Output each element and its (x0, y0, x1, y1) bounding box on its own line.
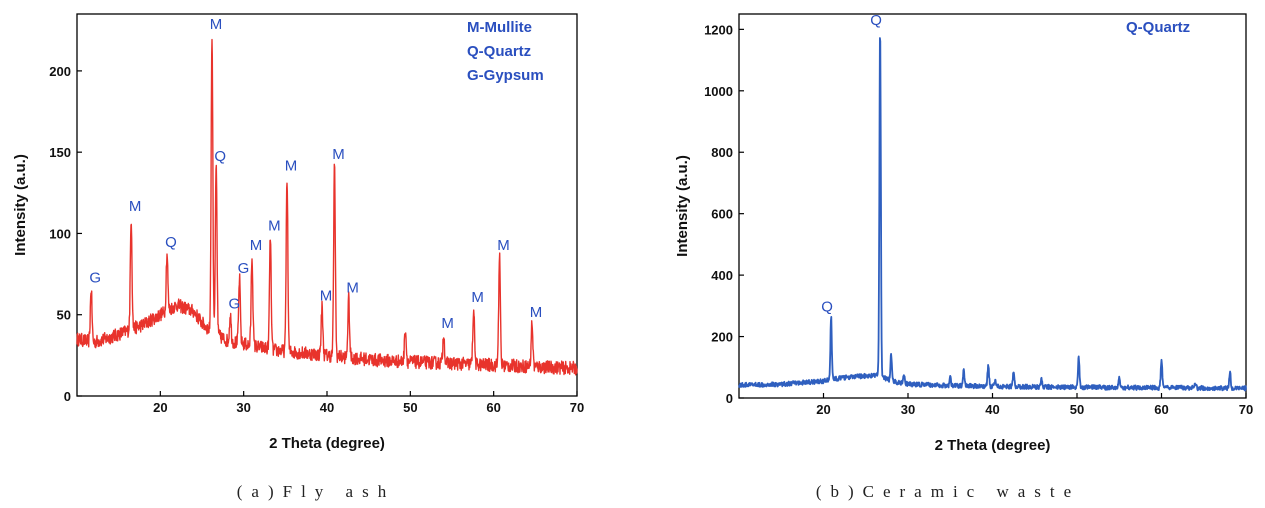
peak-label: M (320, 288, 333, 305)
x-tick-label: 30 (236, 400, 250, 415)
peak-label: G (89, 270, 101, 287)
x-tick-label: 70 (570, 400, 584, 415)
peak-label: Q (870, 12, 882, 29)
peak-label: M (210, 16, 223, 33)
x-tick-label: 20 (816, 402, 830, 417)
x-tick-label: 50 (403, 400, 417, 415)
xrd-chart-fly-ash: 20 30 40 50 60 70 0 50 100 150 200 2 Theta (degree)… (12, 13, 584, 452)
legend-entry: Q-Quartz (1126, 19, 1190, 36)
xrd-chart-ceramic-waste: 20 30 40 50 60 70 0 200 400 600 800 1000 1200 2 Theta… (674, 12, 1253, 454)
legend-entry: M-Mullite (467, 19, 532, 36)
caption-fly-ash: (a)Fly ash (236, 482, 396, 501)
plot-frame (738, 13, 1247, 399)
peak-label: G (228, 296, 240, 313)
caption-ceramic-waste: (b)Ceramic waste (815, 482, 1081, 501)
y-tick-label: 600 (711, 207, 733, 222)
x-tick-label: 20 (153, 400, 167, 415)
y-tick-label: 50 (57, 308, 71, 323)
xrd-trace (76, 38, 578, 376)
chart-panel-ceramic-waste: 20 30 40 50 60 70 0 200 400 600 800 1000 1200 2 Theta… (632, 0, 1264, 508)
chart-panel-fly-ash: 20 30 40 50 60 70 0 50 100 150 200 2 Theta (degree)… (0, 0, 632, 508)
y-tick-label: 150 (49, 145, 71, 160)
y-tick-label: 200 (711, 330, 733, 345)
y-tick-label: 400 (711, 268, 733, 283)
xrd-trace (738, 37, 1247, 392)
x-tick-label: 60 (1154, 402, 1168, 417)
x-tick-label: 30 (901, 402, 915, 417)
x-tick-label: 40 (320, 400, 334, 415)
peak-label: M (346, 279, 359, 296)
peak-label: M (441, 315, 454, 332)
peak-label: M (471, 289, 484, 306)
y-tick-label: 0 (726, 391, 733, 406)
peak-label: M (530, 304, 543, 321)
peak-label: M (497, 237, 510, 254)
peak-label: Q (165, 234, 177, 251)
y-tick-label: 1200 (704, 22, 733, 37)
x-tick-label: 70 (1239, 402, 1253, 417)
x-axis-label: 2 Theta (degree) (269, 435, 385, 452)
y-tick-label: 800 (711, 145, 733, 160)
peak-label: Q (821, 299, 833, 316)
legend-entry: G-Gypsum (467, 67, 544, 84)
peak-label: M (129, 198, 142, 215)
peak-label: Q (214, 148, 226, 165)
y-tick-label: 1000 (704, 84, 733, 99)
legend-entry: Q-Quartz (467, 43, 531, 60)
x-tick-label: 50 (1070, 402, 1084, 417)
y-tick-label: 200 (49, 64, 71, 79)
y-axis-label: Intensity (a.u.) (674, 155, 691, 257)
peak-label: M (332, 146, 345, 163)
x-axis-label: 2 Theta (degree) (935, 437, 1051, 454)
peak-label: M (285, 158, 298, 175)
y-axis-label: Intensity (a.u.) (12, 154, 29, 256)
peak-label: M (268, 218, 281, 235)
x-tick-label: 60 (486, 400, 500, 415)
peak-label: M (250, 237, 263, 254)
peak-label: G (238, 260, 250, 277)
y-tick-label: 0 (64, 389, 71, 404)
x-tick-label: 40 (985, 402, 999, 417)
y-tick-label: 100 (49, 226, 71, 241)
